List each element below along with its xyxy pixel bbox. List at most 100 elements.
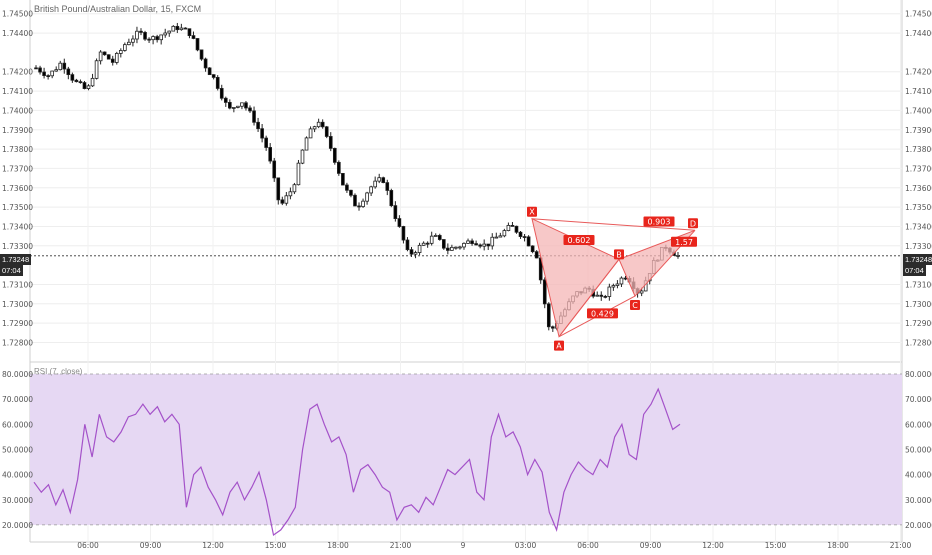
time-tick-label: 9 — [461, 541, 466, 550]
price-tick-label-left: 1.72900 — [2, 319, 33, 328]
price-tick-label-left: 1.73100 — [2, 280, 33, 289]
candle-down — [147, 38, 151, 41]
time-tick-label: 18:00 — [827, 541, 849, 550]
candle-up — [316, 121, 321, 128]
candle-up — [284, 195, 289, 204]
time-tick-label: 12:00 — [702, 541, 724, 550]
price-tick-label-right: 1.74500 — [905, 10, 932, 19]
candle-up — [94, 60, 99, 79]
candle-down — [256, 121, 260, 130]
ratio-ac-label[interactable]: 0.429 — [591, 309, 614, 318]
candle-down — [248, 107, 252, 112]
candle-down — [264, 137, 268, 148]
candle-up — [639, 290, 644, 294]
candle-down — [389, 190, 394, 207]
price-tick-label-right: 1.73000 — [905, 300, 932, 309]
candle-down — [324, 126, 329, 137]
candle-down — [623, 277, 628, 280]
pattern-point-d-label[interactable]: D — [690, 219, 696, 228]
time-tick-label: 18:00 — [327, 541, 349, 550]
time-tick-label: 09:00 — [140, 541, 162, 550]
candle-up — [114, 53, 119, 63]
current-price-left: 1.73248 — [0, 254, 32, 265]
candle-down — [82, 82, 87, 89]
candle-up — [502, 230, 507, 237]
time-tick-label: 06:00 — [577, 541, 599, 550]
ratio-xb-label[interactable]: 0.602 — [568, 236, 591, 245]
candle-down — [353, 194, 357, 207]
candle-up — [86, 85, 91, 89]
candle-up — [288, 191, 293, 197]
price-tick-label-right: 1.73500 — [905, 203, 932, 212]
candle-down — [397, 218, 402, 227]
pattern-point-d-badge[interactable] — [688, 218, 698, 229]
candle-down — [401, 226, 406, 241]
pattern-point-c-badge[interactable] — [630, 300, 640, 311]
candle-down — [219, 88, 224, 99]
candle-up — [413, 252, 418, 255]
rsi-tick-label-right: 80.0000 — [905, 370, 932, 379]
pattern-point-a-label[interactable]: A — [556, 342, 562, 351]
price-tick-label-left: 1.74000 — [2, 106, 33, 115]
axis-layer: 1.74500 1.74500 1.74400 1.74400 1.74200 1.742… — [2, 10, 932, 550]
candle-down — [155, 36, 159, 41]
pattern-point-b-label[interactable]: B — [616, 250, 622, 259]
ratio-xb-badge[interactable] — [563, 235, 595, 246]
price-panel — [30, 0, 902, 356]
price-tick-label-left: 1.74100 — [2, 87, 33, 96]
candle-down — [228, 102, 232, 109]
candle-down — [207, 67, 212, 76]
candle-up — [615, 283, 620, 286]
price-tick-label-right: 1.73400 — [905, 222, 932, 231]
candle-down — [211, 74, 216, 78]
candle-down — [534, 251, 539, 259]
candle-down — [446, 247, 450, 251]
candle-down — [337, 161, 341, 174]
candle-down — [46, 75, 50, 77]
candle-down — [62, 62, 67, 70]
harmonic-pattern[interactable]: X A B C D 0.602 0.429 0.903 1.57 — [527, 206, 698, 351]
candle-down — [74, 79, 79, 83]
rsi-tick-label-left: 40.0000 — [2, 471, 33, 480]
time-tick-label: 12:00 — [202, 541, 224, 550]
pattern-point-x-label[interactable]: X — [529, 208, 535, 217]
candle-down — [42, 71, 46, 76]
price-tick-label-right: 1.74400 — [905, 29, 932, 38]
pattern-point-c-label[interactable]: C — [632, 301, 638, 310]
rsi-tick-label-right: 50.0000 — [905, 445, 932, 454]
ratio-ac-badge[interactable] — [587, 308, 618, 319]
candle-up — [595, 294, 600, 297]
candle-up — [482, 243, 486, 247]
pattern-point-a-badge[interactable] — [554, 340, 564, 351]
candle-up — [498, 235, 503, 238]
candle-down — [470, 240, 474, 244]
candle-up — [151, 36, 155, 41]
pattern-point-b-badge[interactable] — [614, 249, 624, 260]
candle-down — [244, 102, 248, 109]
pattern-point-x-badge[interactable] — [527, 206, 537, 217]
candle-up — [304, 137, 309, 151]
rsi-tick-label-right: 70.0000 — [905, 395, 932, 404]
candle-up — [377, 177, 382, 182]
price-tick-label-left: 1.72800 — [2, 338, 33, 347]
candle-up — [361, 200, 365, 207]
rsi-band — [30, 374, 902, 525]
candle-down — [409, 249, 414, 255]
candle-down — [38, 67, 42, 73]
rsi-tick-label-right: 30.0000 — [905, 496, 932, 505]
candle-up — [135, 30, 139, 40]
ratio-xd-badge[interactable] — [643, 216, 675, 227]
candle-up — [619, 277, 624, 285]
candle-down — [486, 243, 491, 247]
ratio-xd-label[interactable]: 0.903 — [648, 218, 671, 227]
candle-down — [425, 242, 430, 245]
candle-up — [506, 225, 511, 232]
price-tick-label-left: 1.73600 — [2, 184, 33, 193]
candle-up — [611, 285, 616, 288]
candle-down — [510, 225, 515, 227]
ratio-bd-label[interactable]: 1.57 — [675, 238, 693, 247]
candle-down — [320, 121, 325, 128]
ratio-bd-badge[interactable] — [671, 236, 697, 247]
